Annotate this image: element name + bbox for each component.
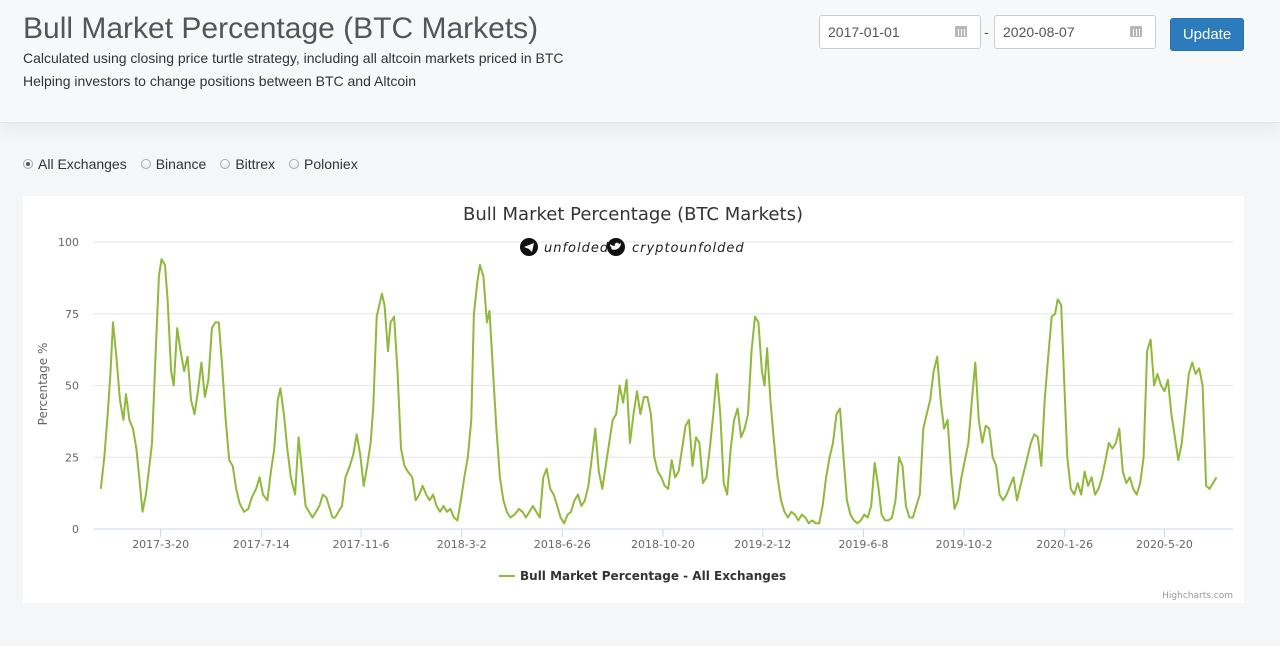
x-tick-label: 2018-6-26 [534, 538, 591, 551]
telegram-icon [520, 238, 538, 256]
x-tick-label: 2020-1-26 [1036, 538, 1093, 551]
radio-bittrex[interactable]: Bittrex [220, 156, 275, 172]
start-date-picker[interactable] [819, 15, 981, 49]
radio-button[interactable] [220, 159, 231, 169]
page-subtitle-purpose: Helping investors to change positions be… [23, 73, 417, 89]
page-header: Bull Market Percentage (BTC Markets) Cal… [0, 0, 1280, 123]
chart-legend[interactable]: Bull Market Percentage - All Exchanges [499, 569, 786, 583]
radio-button[interactable] [140, 159, 151, 169]
radio-button-checked[interactable] [23, 159, 33, 169]
chart-panel: Bull Market Percentage (BTC Markets) 0 25… [23, 196, 1244, 603]
y-tick-label: 25 [65, 451, 79, 464]
x-tick-label: 2017-11-6 [333, 538, 390, 551]
x-tick-label: 2018-3-2 [437, 538, 487, 551]
twitter-icon [607, 238, 625, 256]
x-tick-label: 2019-6-8 [838, 538, 888, 551]
x-tick-label: 2017-3-20 [132, 538, 189, 551]
radio-label[interactable]: Poloniex [304, 156, 358, 172]
exchange-radio-group: All Exchanges Binance Bittrex Poloniex [23, 156, 372, 172]
series-line-all-exchanges[interactable] [99, 258, 1218, 525]
x-tick-label: 2018-10-20 [631, 538, 695, 551]
radio-all-exchanges[interactable]: All Exchanges [23, 156, 127, 172]
x-tick-label: 2019-10-2 [936, 538, 993, 551]
watermark: unfolded cryptounfolded [520, 238, 745, 256]
page-title: Bull Market Percentage (BTC Markets) [23, 12, 539, 45]
radio-button[interactable] [289, 159, 299, 169]
y-tick-label: 50 [65, 380, 79, 393]
y-tick-label: 75 [65, 308, 79, 321]
bull-market-chart: Bull Market Percentage (BTC Markets) 0 25… [36, 204, 1233, 601]
x-tick-label: 2020-5-20 [1136, 538, 1193, 551]
x-tick-label: 2017-7-14 [233, 538, 290, 551]
chart-title: Bull Market Percentage (BTC Markets) [463, 204, 803, 225]
x-axis-ticks: 2017-3-20 2017-7-14 2017-11-6 2018-3-2 2018-… [132, 529, 1193, 551]
radio-label[interactable]: Binance [155, 156, 207, 172]
chart-gridlines [93, 241, 1233, 530]
chart-credits[interactable]: Highcharts.com [1162, 591, 1233, 601]
calendar-icon[interactable] [955, 26, 967, 37]
watermark-twitter-handle: cryptounfolded [632, 241, 745, 256]
date-range-separator: - [984, 24, 989, 40]
y-tick-label: 100 [58, 236, 79, 249]
end-date-input[interactable] [994, 15, 1156, 49]
radio-poloniex[interactable]: Poloniex [289, 156, 358, 172]
legend-item-label[interactable]: Bull Market Percentage - All Exchanges [520, 569, 786, 583]
radio-label[interactable]: All Exchanges [38, 156, 127, 172]
radio-binance[interactable]: Binance [140, 156, 207, 172]
calendar-icon[interactable] [1130, 26, 1142, 37]
end-date-picker[interactable] [994, 15, 1156, 49]
radio-label[interactable]: Bittrex [235, 156, 275, 172]
y-tick-label: 0 [72, 523, 79, 536]
watermark-telegram-handle: unfolded [544, 241, 609, 256]
x-tick-label: 2019-2-12 [734, 538, 791, 551]
start-date-input[interactable] [819, 15, 981, 49]
y-axis-label: Percentage % [36, 343, 50, 426]
y-axis-ticks: 0 25 50 75 100 [58, 236, 79, 536]
update-button[interactable]: Update [1170, 18, 1244, 51]
page-subtitle-strategy: Calculated using closing price turtle st… [23, 50, 564, 66]
